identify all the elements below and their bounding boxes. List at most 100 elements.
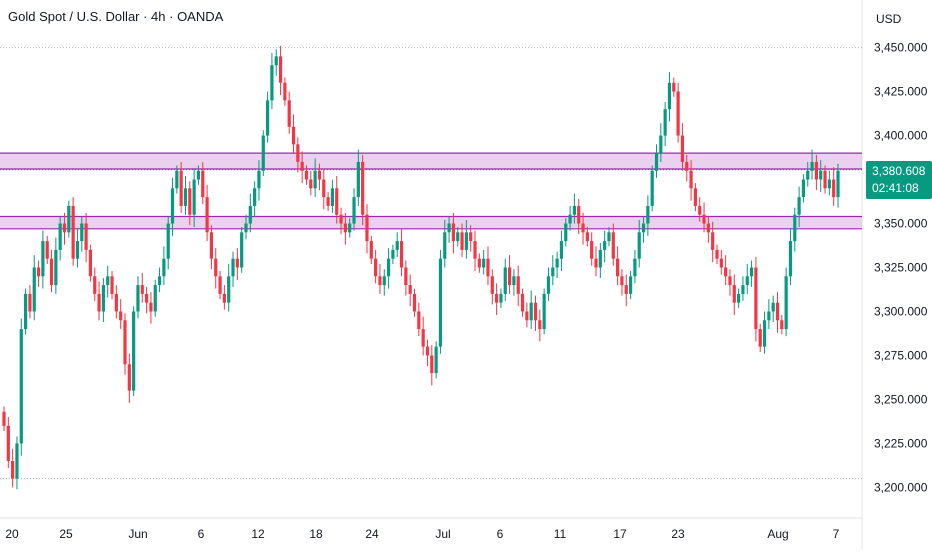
candle-body: [386, 258, 391, 277]
candle-body: [693, 188, 697, 206]
candle-body: [365, 214, 369, 242]
candle-body: [382, 276, 386, 286]
candle-body: [775, 302, 780, 321]
candle-body: [646, 205, 650, 224]
candle-body: [581, 223, 585, 233]
candle-body: [832, 179, 836, 198]
candle-body: [689, 170, 693, 189]
candle-body: [430, 355, 434, 374]
candle-body: [585, 232, 589, 242]
x-tick-label: 20: [5, 527, 19, 541]
candle-body: [438, 258, 443, 347]
candle-body: [93, 276, 97, 294]
y-tick-label: 3,400.000: [874, 129, 928, 143]
candle-body: [114, 293, 118, 312]
candle-body: [291, 126, 296, 145]
candle-body: [425, 346, 430, 356]
candle-body: [633, 258, 637, 277]
candle-body: [19, 329, 23, 444]
candle-body: [253, 188, 257, 206]
candle-body: [827, 179, 831, 189]
candle-body: [41, 241, 45, 277]
candle-body: [819, 170, 823, 180]
candle-body: [75, 241, 80, 259]
candle-body: [447, 223, 451, 233]
y-tick-label: 3,300.000: [874, 304, 928, 318]
candle-body: [136, 285, 140, 312]
x-tick-label: 7: [833, 527, 840, 541]
candle-body: [71, 205, 75, 259]
candle-body: [309, 179, 313, 189]
candle-body: [157, 276, 162, 286]
candle-body: [434, 346, 438, 374]
candle-body: [762, 320, 767, 347]
candle-body: [54, 249, 58, 286]
candle-body: [24, 293, 28, 330]
x-tick-label: 24: [365, 527, 379, 541]
candle-body: [408, 285, 412, 294]
candle-body: [265, 100, 270, 136]
candle-body: [503, 267, 507, 294]
candle-body: [745, 276, 749, 286]
candle-body: [512, 276, 516, 286]
candle-body: [814, 161, 818, 180]
candle-body: [711, 232, 715, 250]
candle-body: [132, 311, 136, 391]
currency-label[interactable]: USD: [876, 12, 902, 26]
bar-countdown: 02:41:08: [872, 181, 919, 195]
candle-body: [667, 82, 672, 110]
candle-body: [149, 302, 153, 312]
candle-body: [270, 65, 274, 101]
candle-body: [611, 232, 615, 259]
candle-body: [361, 161, 365, 215]
candle-body: [88, 249, 93, 277]
candle-body: [737, 293, 741, 303]
candle-body: [685, 161, 689, 171]
candle-body: [477, 258, 481, 268]
y-tick-label: 3,225.000: [874, 436, 928, 450]
candle-body: [590, 241, 594, 259]
candle-body: [546, 276, 551, 294]
candle-body: [240, 232, 244, 268]
x-tick-label: 17: [613, 527, 627, 541]
candle-body: [616, 258, 620, 277]
candle-body: [110, 276, 114, 294]
candle-body: [343, 223, 347, 233]
candle-body: [577, 205, 581, 224]
candle-body: [715, 249, 719, 259]
candle-body: [525, 311, 529, 321]
candle-body: [650, 170, 654, 206]
candle-body: [123, 320, 127, 365]
candle-body: [313, 170, 317, 189]
candle-body: [175, 170, 179, 189]
candle-body: [15, 443, 19, 479]
candle-body: [326, 197, 330, 206]
candle-body: [391, 249, 395, 259]
candle-body: [728, 276, 732, 286]
candle-body: [451, 223, 456, 242]
candle-body: [2, 411, 6, 426]
y-tick-label: 3,275.000: [874, 348, 928, 362]
candle-body: [330, 188, 335, 206]
candle-body: [724, 267, 728, 277]
candle-body: [810, 161, 814, 171]
candle-body: [758, 329, 762, 347]
candle-body: [559, 241, 564, 259]
candle-body: [356, 161, 360, 198]
candle-body: [395, 241, 399, 250]
y-tick-label: 3,450.000: [874, 41, 928, 55]
candle-body: [551, 267, 555, 277]
candle-body: [101, 285, 105, 312]
candle-body: [412, 293, 417, 312]
candle-body: [680, 135, 685, 162]
resistance-zone: [0, 153, 862, 169]
candle-body: [84, 223, 88, 250]
candle-body: [97, 293, 101, 312]
candle-body: [145, 293, 149, 303]
candle-body: [257, 170, 261, 189]
candle-body: [153, 285, 157, 312]
candle-body: [274, 56, 278, 66]
candle-body: [823, 170, 827, 189]
candle-body: [248, 205, 252, 224]
